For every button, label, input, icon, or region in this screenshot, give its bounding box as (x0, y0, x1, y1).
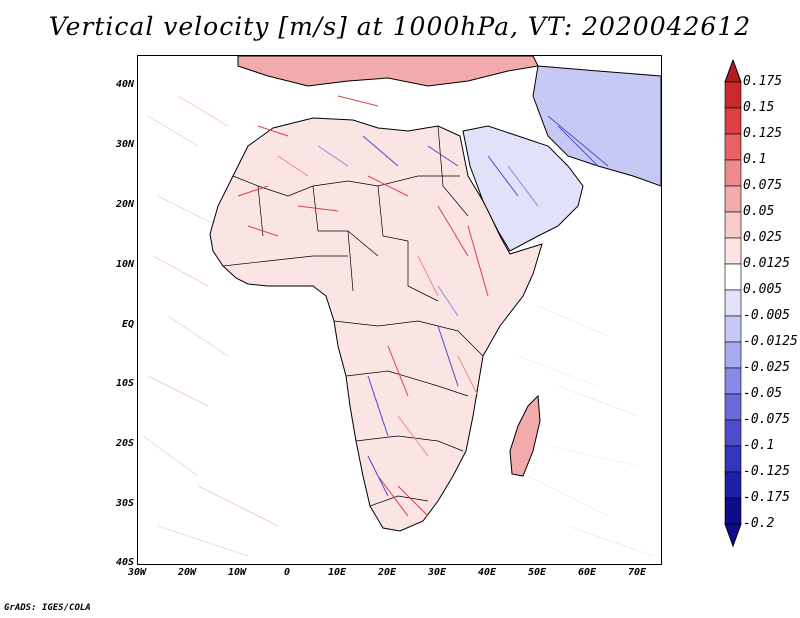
colorbar-tick-label: 0.005 (743, 282, 783, 297)
colorbar-tick-label: -0.005 (743, 308, 790, 323)
colorbar (724, 60, 742, 548)
europe-landmass (237, 56, 539, 87)
ocean-noise (142, 95, 654, 557)
lat-label-40n: 40N (115, 79, 134, 90)
lat-label-10n: 10N (115, 259, 134, 270)
lat-label-20s: 20S (115, 438, 134, 449)
lon-label-0: 0 (283, 567, 291, 578)
colorbar-swatch (724, 471, 742, 499)
lat-label-eq: EQ (121, 319, 134, 330)
colorbar-swatch (724, 497, 742, 525)
colorbar-tick-label: 0.0125 (743, 256, 790, 271)
credit-text: GrADS: IGES/COLA (4, 603, 91, 613)
colorbar-tick-label: -0.175 (743, 490, 790, 505)
colorbar-tick-label: 0.175 (743, 74, 783, 89)
colorbar-tick-label: 0.025 (743, 230, 783, 245)
colorbar-swatch (724, 211, 742, 239)
colorbar-swatch (724, 81, 742, 109)
colorbar-tick-label: 0.15 (743, 100, 775, 115)
colorbar-tick-label: -0.05 (743, 386, 783, 401)
colorbar-tick-label: -0.075 (743, 412, 790, 427)
colorbar-swatch (724, 341, 742, 369)
colorbar-tick-label: 0.125 (743, 126, 783, 141)
lon-label-50e: 50E (527, 567, 547, 578)
lon-label-60e: 60E (577, 567, 597, 578)
colorbar-swatch (724, 445, 742, 473)
colorbar-tick-label: -0.1 (743, 438, 775, 453)
lon-label-30w: 30W (127, 567, 147, 578)
lon-label-20e: 20E (377, 567, 397, 578)
colorbar-tick-label: -0.2 (743, 516, 775, 531)
iran-landmass (532, 65, 661, 187)
lon-label-10e: 10E (327, 567, 347, 578)
colorbar-tick-label: -0.0125 (743, 334, 798, 349)
colorbar-swatch (724, 289, 742, 317)
lat-label-20n: 20N (115, 199, 134, 210)
colorbar-swatch (724, 393, 742, 421)
colorbar-tick-label: -0.125 (743, 464, 790, 479)
lon-label-40e: 40E (477, 567, 497, 578)
lon-label-30e: 30E (427, 567, 447, 578)
arabia-landmass (462, 125, 584, 252)
colorbar-swatch (724, 159, 742, 187)
colorbar-swatch (724, 107, 742, 135)
lat-label-10s: 10S (115, 378, 134, 389)
colorbar-swatch (724, 315, 742, 343)
lon-label-10w: 10W (227, 567, 247, 578)
colorbar-swatch (724, 419, 742, 447)
colorbar-tick-label: 0.1 (743, 152, 767, 167)
africa-landmass (209, 117, 543, 532)
colorbar-swatch (724, 185, 742, 213)
lat-label-30n: 30N (115, 139, 134, 150)
lat-label-30s: 30S (115, 498, 134, 509)
lon-label-20w: 20W (177, 567, 197, 578)
colorbar-top-arrow (724, 60, 742, 83)
colorbar-tick-label: 0.05 (743, 204, 775, 219)
africa-map (142, 56, 661, 557)
colorbar-swatch (724, 237, 742, 265)
chart-title: Vertical velocity [m/s] at 1000hPa, VT: … (48, 12, 752, 41)
colorbar-swatch (724, 263, 742, 291)
colorbar-swatch (724, 367, 742, 395)
colorbar-tick-label: 0.075 (743, 178, 783, 193)
lon-label-70e: 70E (627, 567, 647, 578)
colorbar-tick-label: -0.025 (743, 360, 790, 375)
velocity-streaks (237, 95, 609, 517)
colorbar-swatch (724, 133, 742, 161)
map-frame (137, 55, 662, 565)
colorbar-bottom-arrow (724, 523, 742, 548)
lat-label-40s: 40S (115, 557, 134, 568)
madagascar-landmass (509, 394, 541, 477)
